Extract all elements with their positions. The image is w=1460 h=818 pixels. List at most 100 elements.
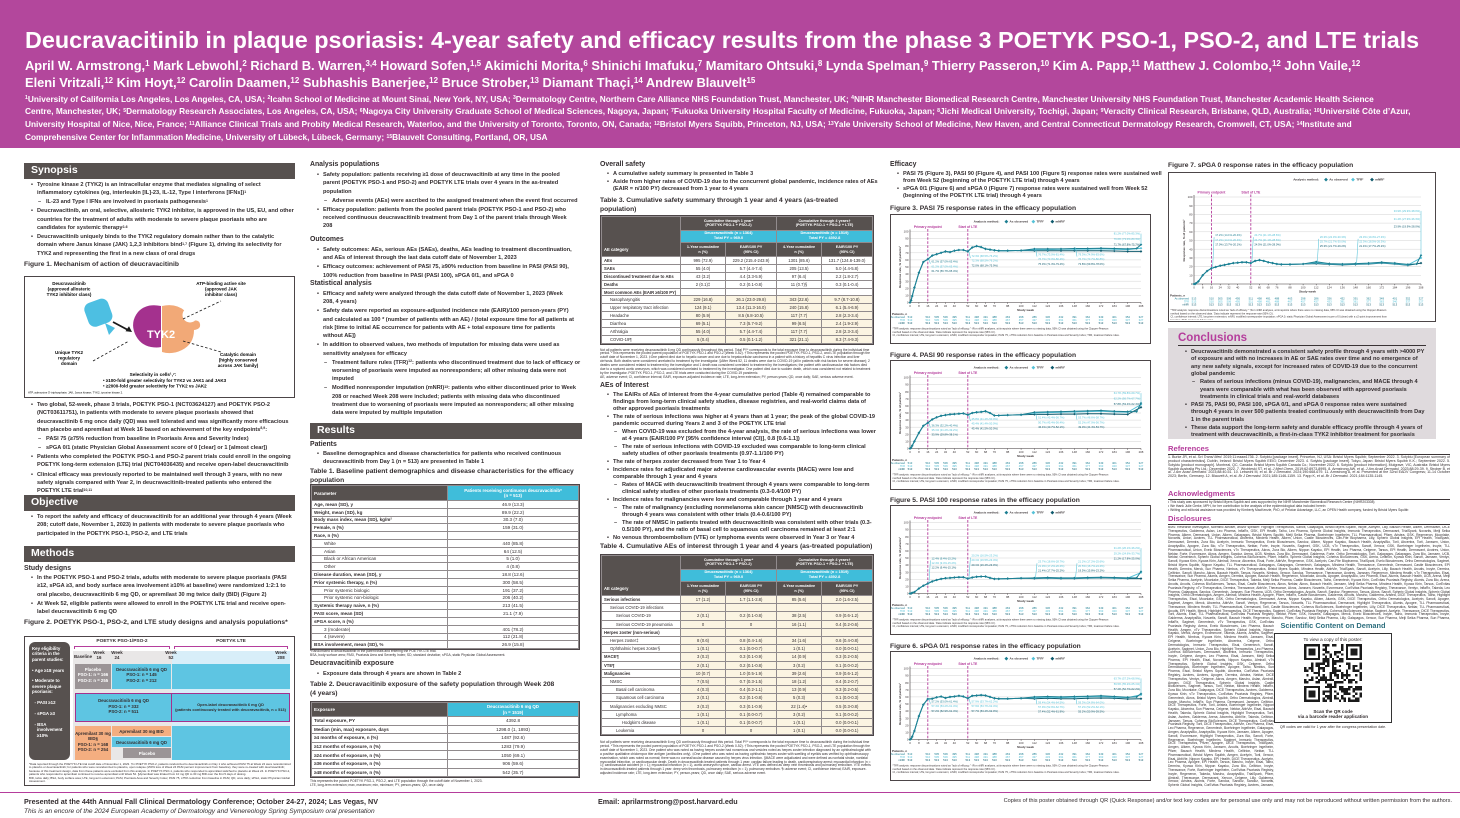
svg-text:60: 60 <box>975 595 979 599</box>
svg-text:401: 401 <box>1112 752 1117 756</box>
svg-text:45.4% (41.4%-50.0%): 45.4% (41.4%-50.0%) <box>972 421 998 425</box>
svg-text:513: 513 <box>1301 303 1306 307</box>
svg-text:mNRI: mNRI <box>898 321 905 325</box>
svg-text:327: 327 <box>1139 315 1144 319</box>
svg-text:mNRI: mNRI <box>898 758 905 762</box>
svg-text:32: 32 <box>944 304 948 308</box>
svg-text:511: 511 <box>1249 297 1254 301</box>
svg-text:457: 457 <box>1019 318 1024 322</box>
svg-text:337: 337 <box>1125 318 1130 322</box>
svg-text:0: 0 <box>907 446 909 450</box>
svg-text:298: 298 <box>1019 752 1024 756</box>
svg-text:391: 391 <box>1059 609 1064 613</box>
svg-text:8: 8 <box>1202 286 1204 290</box>
svg-text:511: 511 <box>966 755 971 759</box>
svg-text:352: 352 <box>1125 461 1130 465</box>
svg-text:52: 52 <box>966 595 970 599</box>
svg-text:327: 327 <box>1139 609 1144 613</box>
svg-text:286: 286 <box>1032 461 1037 465</box>
svg-text:88: 88 <box>1006 304 1010 308</box>
svg-text:10: 10 <box>905 730 909 734</box>
svg-text:349: 349 <box>1099 606 1104 610</box>
svg-text:513: 513 <box>1085 467 1090 471</box>
svg-text:*TFR analysis: response discon: *TFR analysis: response discontinuations… <box>893 618 1109 622</box>
svg-text:25.7% (21.7%-30.0%): 25.7% (21.7%-30.0%) <box>1320 240 1346 244</box>
svg-text:513: 513 <box>1288 303 1293 307</box>
svg-text:40: 40 <box>953 304 957 308</box>
svg-text:208: 208 <box>1139 741 1144 745</box>
svg-text:510: 510 <box>925 609 930 613</box>
svg-text:488: 488 <box>992 755 997 759</box>
svg-text:513: 513 <box>965 321 970 325</box>
svg-text:391: 391 <box>1072 752 1077 756</box>
svg-text:511: 511 <box>966 609 971 613</box>
svg-text:491: 491 <box>983 606 988 610</box>
svg-text:513: 513 <box>943 612 948 616</box>
svg-text:513: 513 <box>974 612 979 616</box>
svg-text:70: 70 <box>905 250 909 254</box>
svg-text:21.4% (17.7%-25.2%): 21.4% (17.7%-25.2%) <box>1359 244 1385 248</box>
svg-text:57.2% (52.2%-62.1%): 57.2% (52.2%-62.1%) <box>1078 704 1104 708</box>
svg-text:513: 513 <box>965 758 970 762</box>
svg-text:12.4% (9.4%-15.2%): 12.4% (9.4%-15.2%) <box>932 556 957 560</box>
svg-text:513: 513 <box>908 464 913 468</box>
svg-text:513: 513 <box>943 321 948 325</box>
svg-text:CI, confidence interval; LTE,: CI, confidence interval; LTE, long-term … <box>893 479 1120 483</box>
svg-text:40: 40 <box>953 595 957 599</box>
svg-text:17.0% (13.7%-20.1%): 17.0% (13.7%-20.1%) <box>1215 242 1241 246</box>
svg-text:513: 513 <box>983 612 988 616</box>
svg-text:513: 513 <box>1099 321 1104 325</box>
svg-text:TFR²: TFR² <box>1037 511 1044 515</box>
svg-text:463: 463 <box>1288 297 1293 301</box>
svg-text:513: 513 <box>1139 758 1144 762</box>
svg-text:208: 208 <box>1139 450 1144 454</box>
svg-text:As observed: As observed <box>891 606 906 610</box>
svg-text:172: 172 <box>1099 595 1104 599</box>
svg-text:491: 491 <box>983 464 988 468</box>
svg-text:377: 377 <box>1085 464 1090 468</box>
svg-text:513: 513 <box>1139 612 1144 616</box>
svg-text:Start of LTE: Start of LTE <box>958 516 978 520</box>
svg-text:391: 391 <box>1353 297 1358 301</box>
svg-text:513: 513 <box>1235 303 1240 307</box>
svg-text:59.3% (54.8%-64.0%): 59.3% (54.8%-64.0%) <box>1078 700 1104 704</box>
svg-text:513: 513 <box>965 467 970 471</box>
svg-text:337: 337 <box>1125 464 1130 468</box>
svg-text:433: 433 <box>1045 609 1050 613</box>
svg-text:24: 24 <box>935 304 939 308</box>
svg-text:491: 491 <box>983 315 988 319</box>
svg-text:mNRI: mNRI <box>898 467 905 471</box>
svg-text:401: 401 <box>1392 297 1397 301</box>
svg-text:513: 513 <box>1045 612 1050 616</box>
svg-text:361: 361 <box>1072 464 1077 468</box>
svg-text:432: 432 <box>1340 297 1345 301</box>
svg-text:498: 498 <box>974 318 979 322</box>
svg-text:327: 327 <box>1139 752 1144 756</box>
svg-text:506: 506 <box>943 755 948 759</box>
svg-text:286: 286 <box>1032 606 1037 610</box>
svg-text:80: 80 <box>905 243 909 247</box>
svg-text:17.2% (14.1%-20.4%): 17.2% (14.1%-20.4%) <box>1215 233 1241 237</box>
svg-text:513: 513 <box>934 612 939 616</box>
svg-text:363: 363 <box>1099 755 1104 759</box>
svg-text:513: 513 <box>908 606 913 610</box>
svg-text:TFR²: TFR² <box>1356 178 1363 182</box>
svg-text:391: 391 <box>1072 461 1077 465</box>
svg-text:Study week: Study week <box>1299 290 1316 294</box>
svg-text:(approved JAK: (approved JAK <box>205 287 238 292</box>
svg-text:513: 513 <box>1266 303 1271 307</box>
svg-text:513: 513 <box>1392 303 1397 307</box>
svg-text:100: 100 <box>1188 195 1193 199</box>
svg-text:72.0% (68.1%-75.9%): 72.0% (68.1%-75.9%) <box>972 263 998 267</box>
svg-text:regulatory: regulatory <box>58 356 81 361</box>
svg-text:513: 513 <box>1085 612 1090 616</box>
svg-text:184: 184 <box>1112 741 1117 745</box>
svg-text:40: 40 <box>953 450 957 454</box>
svg-text:23.3% (19.3%-27.3%): 23.3% (19.3%-27.3%) <box>1359 235 1385 239</box>
svg-text:184: 184 <box>1112 450 1117 454</box>
svg-text:495: 495 <box>952 609 957 613</box>
svg-text:70: 70 <box>905 687 909 691</box>
svg-text:73.8% (69.8%-78.0%): 73.8% (69.8%-78.0%) <box>1078 261 1104 265</box>
svg-text:513: 513 <box>992 321 997 325</box>
svg-text:513: 513 <box>908 467 913 471</box>
